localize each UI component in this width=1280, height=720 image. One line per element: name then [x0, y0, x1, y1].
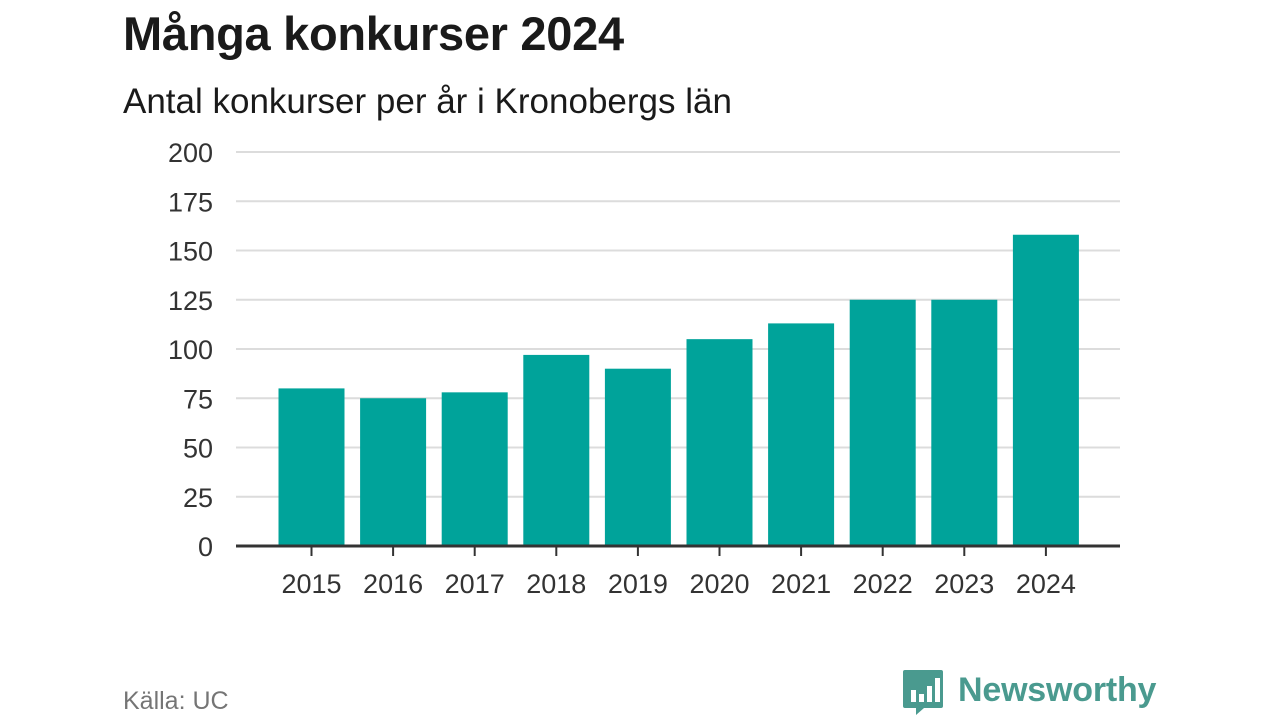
bar — [686, 339, 753, 546]
x-tick-label: 2020 — [689, 569, 749, 599]
brand-name: Newsworthy — [958, 671, 1157, 709]
bar — [441, 392, 508, 546]
y-tick-label: 100 — [168, 335, 213, 365]
x-tick-label: 2017 — [445, 569, 505, 599]
bar — [931, 299, 998, 546]
bar-chart: 0 25 50 75 100 125 150 175 200 2015 2016 2017 2018 20… — [168, 138, 1120, 599]
x-tick-label: 2016 — [363, 569, 423, 599]
x-tick-label: 2018 — [526, 569, 586, 599]
bar — [604, 368, 671, 546]
y-tick-label: 125 — [168, 286, 213, 316]
x-tick-label: 2021 — [771, 569, 831, 599]
chart-title: Många konkurser 2024 — [123, 7, 624, 60]
y-tick-label: 200 — [168, 138, 213, 168]
x-tick-label: 2022 — [853, 569, 913, 599]
bar — [768, 323, 835, 546]
source-note: Källa: UC — [123, 687, 229, 715]
y-tick-label: 0 — [198, 532, 213, 562]
y-tick-label: 25 — [183, 483, 213, 513]
x-tick-label: 2024 — [1016, 569, 1076, 599]
bar — [523, 354, 590, 546]
x-tick-label: 2019 — [608, 569, 668, 599]
bar-chart-speech-bubble-icon — [903, 670, 943, 715]
y-tick-label: 75 — [183, 384, 213, 414]
y-tick-label: 175 — [168, 187, 213, 217]
brand-logo: Newsworthy — [902, 668, 1156, 720]
x-tick-label: 2023 — [934, 569, 994, 599]
bar — [360, 398, 427, 546]
y-tick-label: 50 — [183, 434, 213, 464]
bar — [849, 299, 916, 546]
y-tick-label: 150 — [168, 237, 213, 267]
x-tick-label: 2015 — [281, 569, 341, 599]
bar — [1012, 234, 1079, 547]
bar — [278, 388, 345, 546]
chart-subtitle: Antal konkurser per år i Kronobergs län — [123, 82, 732, 121]
